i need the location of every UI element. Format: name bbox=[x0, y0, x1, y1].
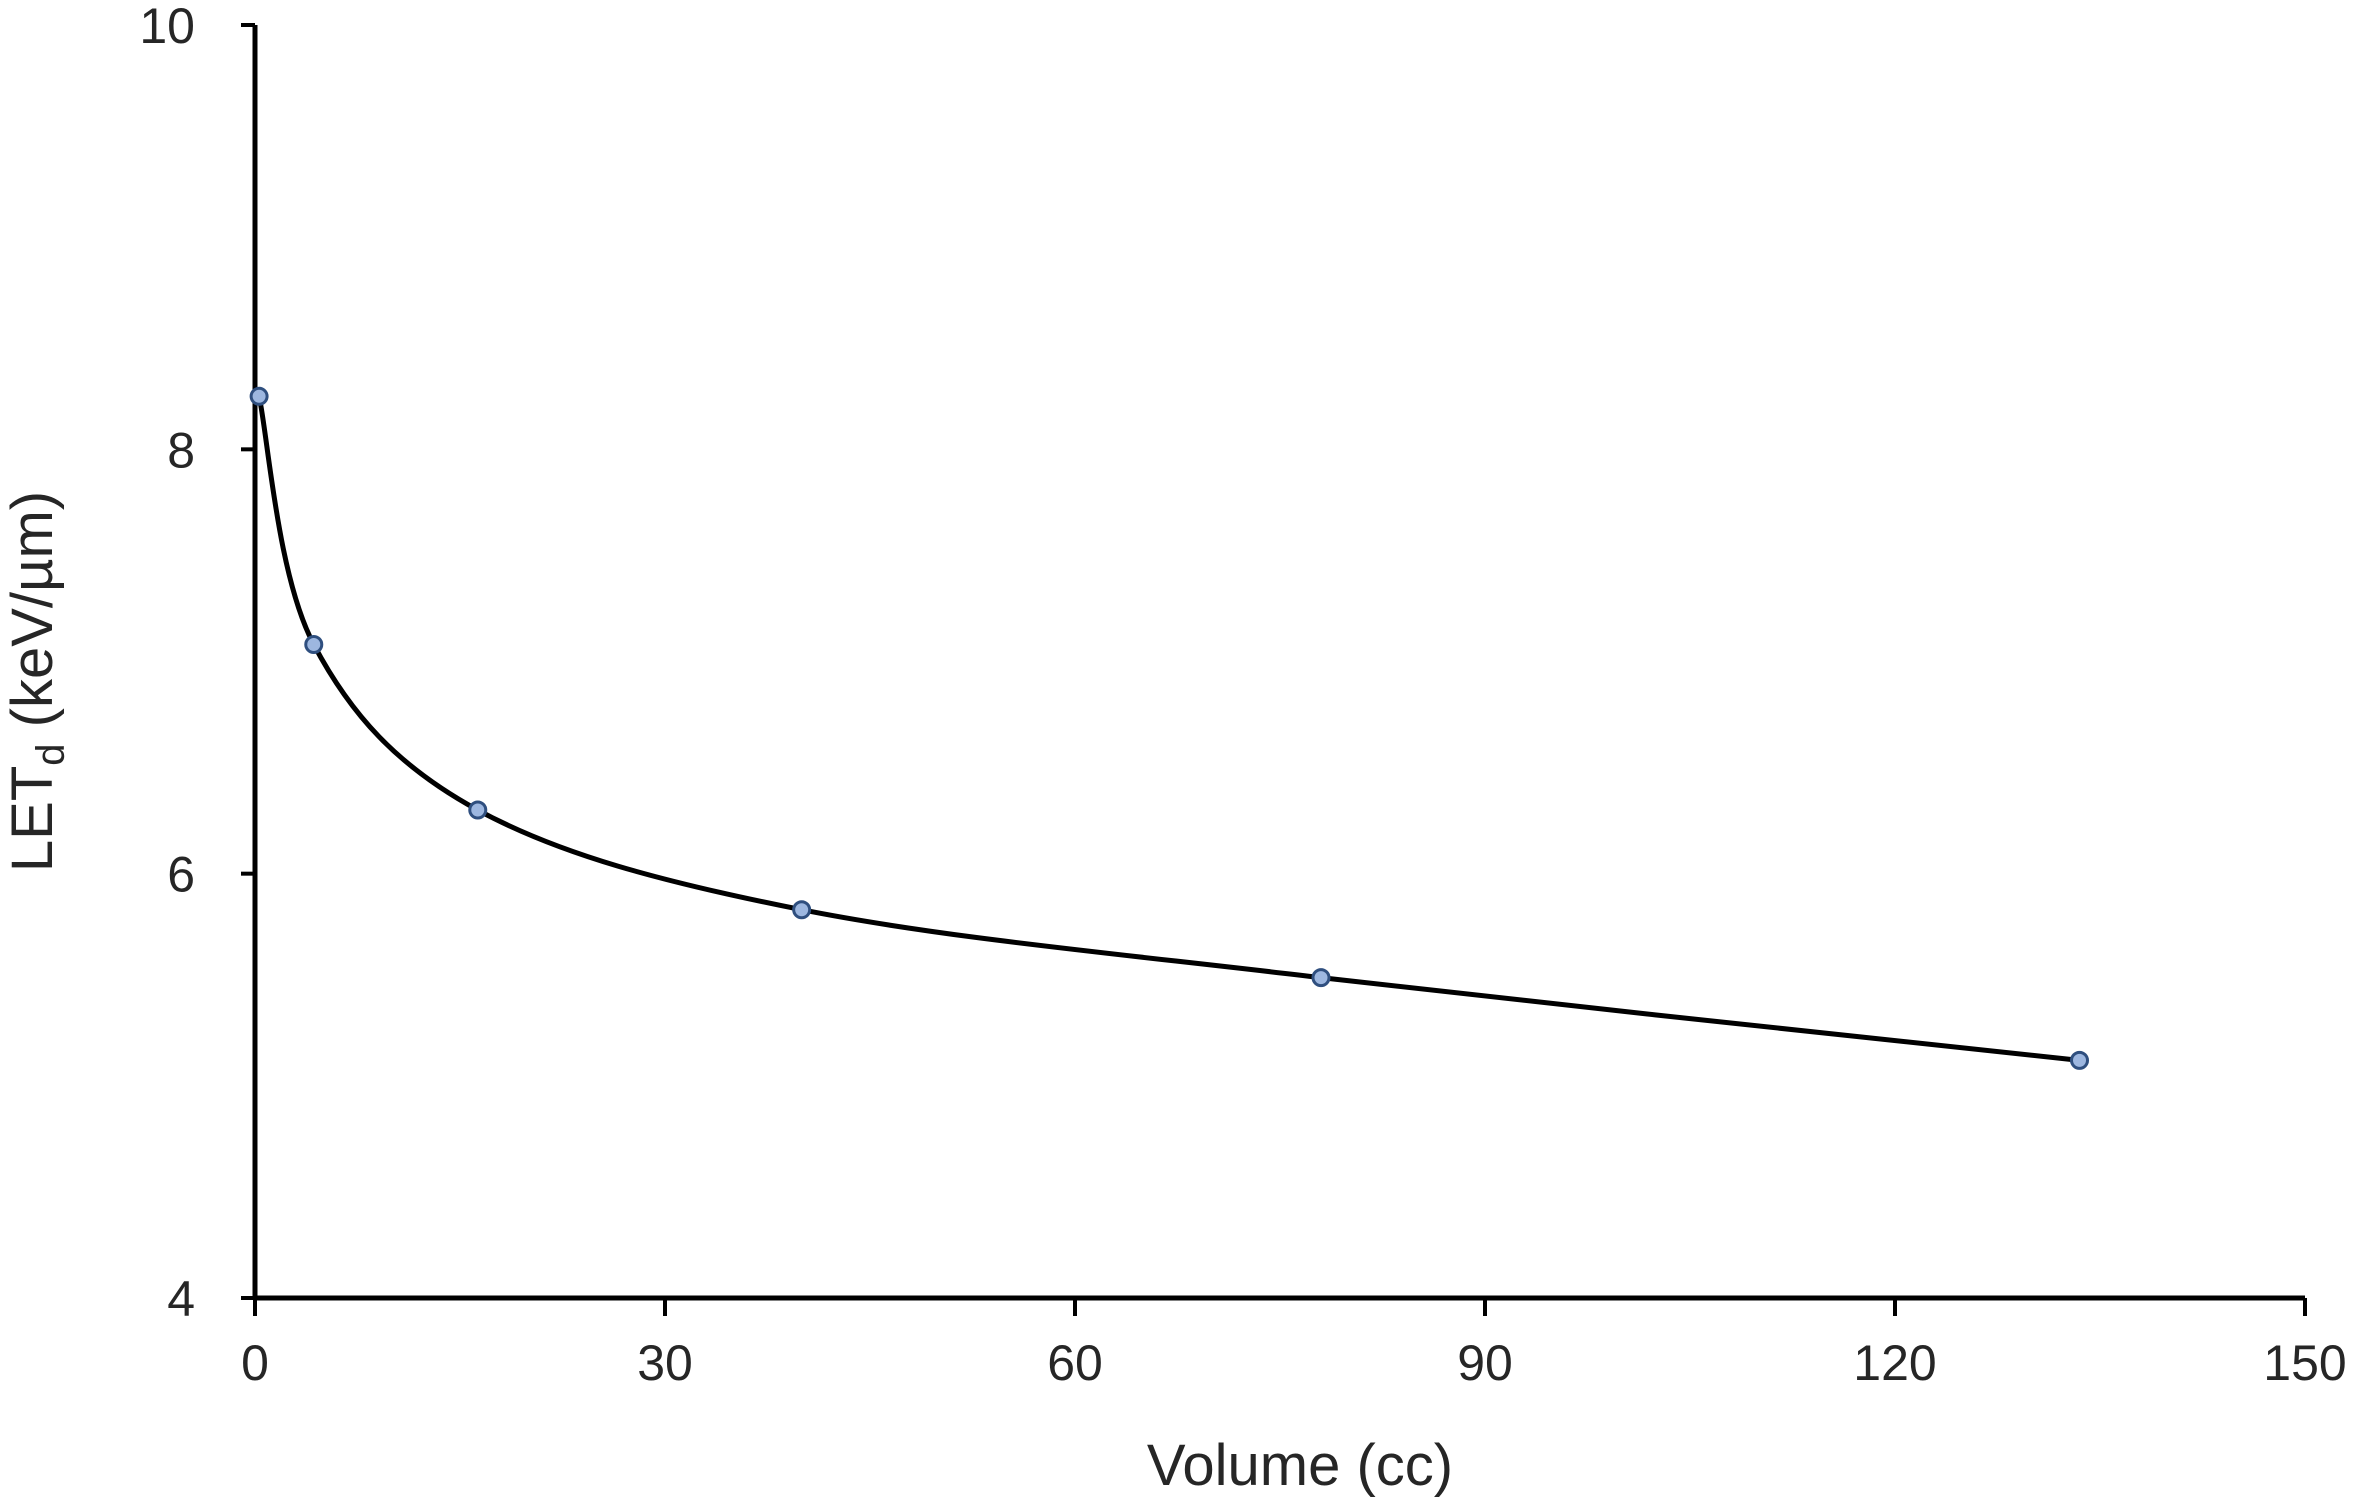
x-tick-label: 90 bbox=[1457, 1335, 1513, 1391]
y-axis-title-main: LET bbox=[0, 766, 65, 872]
y-axis-title-unit: (keV/µm) bbox=[0, 491, 65, 744]
y-axis-title-subscript: d bbox=[29, 743, 73, 765]
x-axis-ticks: 0 30 60 90 120 150 bbox=[241, 1298, 2347, 1391]
x-tick-label: 150 bbox=[2263, 1335, 2346, 1391]
x-tick-label: 30 bbox=[637, 1335, 693, 1391]
y-tick-label: 10 bbox=[139, 0, 195, 54]
x-tick-label: 120 bbox=[1853, 1335, 1936, 1391]
data-point bbox=[2070, 1050, 2089, 1070]
data-point bbox=[792, 900, 812, 920]
data-points bbox=[249, 386, 2089, 1070]
x-tick-label: 0 bbox=[241, 1335, 269, 1391]
y-tick-label: 6 bbox=[167, 847, 195, 903]
data-point bbox=[249, 386, 269, 406]
series-line bbox=[256, 395, 2080, 1063]
y-tick-label: 8 bbox=[167, 422, 195, 478]
y-tick-label: 4 bbox=[167, 1271, 195, 1327]
y-axis-title: LETd (keV/µm) bbox=[0, 491, 73, 872]
data-point bbox=[304, 635, 324, 655]
data-point bbox=[468, 800, 488, 820]
x-axis-title: Volume (cc) bbox=[1147, 1433, 1453, 1498]
x-tick-label: 60 bbox=[1047, 1335, 1103, 1391]
data-point bbox=[1311, 968, 1331, 988]
y-axis-ticks: 4 6 8 10 bbox=[139, 0, 255, 1327]
